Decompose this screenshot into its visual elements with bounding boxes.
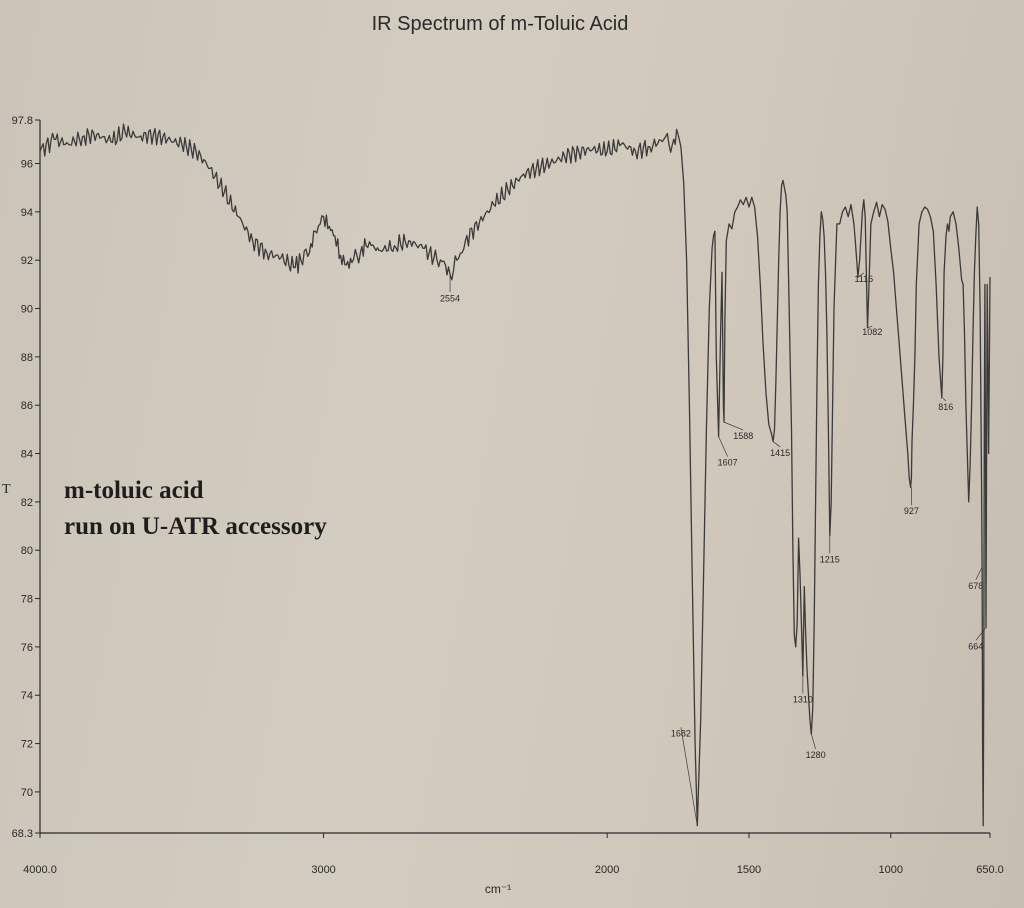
y-tick-label: 80 xyxy=(21,545,33,557)
y-tick-label: 72 xyxy=(21,739,33,751)
annotation-line-1: m-toluic acid xyxy=(64,477,204,504)
peak-leader-line xyxy=(680,727,698,826)
peak-label: 1280 xyxy=(806,750,826,760)
peak-leader-line xyxy=(975,566,983,581)
peak-label: 1116 xyxy=(854,274,873,284)
x-tick-label: 1000 xyxy=(879,864,903,876)
peak-labels: 2554 1682 1607 1588 1415 1310 1280 1215 1116 1082… xyxy=(440,272,987,826)
x-tick-label: 4000.0 xyxy=(23,864,57,876)
y-tick-label: 82 xyxy=(21,497,33,509)
x-ticks: 4000.0 3000 2000 1500 1000 650.0 xyxy=(23,833,1004,876)
peak-label: 678 xyxy=(968,581,983,591)
y-tick-label: 76 xyxy=(21,642,33,654)
y-tick-label: 88 xyxy=(21,352,33,364)
y-tick-label: 96 xyxy=(21,159,33,171)
y-tick-label: 68.3 xyxy=(12,828,33,840)
peak-label: 1607 xyxy=(718,458,738,468)
peak-label: 816 xyxy=(938,402,953,412)
axes xyxy=(39,120,990,834)
spectrum-line xyxy=(39,123,991,827)
peak-label: 1310 xyxy=(793,694,813,704)
y-tick-label: 94 xyxy=(21,207,33,219)
peak-leader-line xyxy=(857,272,865,278)
x-tick-label: 3000 xyxy=(311,864,335,876)
y-ticks: 97.8 96 94 92 90 88 86 84 82 80 78 76 74 72 70 68.3 xyxy=(12,115,40,840)
y-tick-label: 74 xyxy=(21,690,33,702)
y-tick-label: 97.8 xyxy=(12,115,33,127)
x-tick-label: 2000 xyxy=(595,864,619,876)
peak-leader-line xyxy=(942,397,947,402)
peak-leader-line xyxy=(867,325,873,329)
y-tick-label: 70 xyxy=(21,787,33,799)
y-tick-label: 84 xyxy=(21,449,33,461)
peak-label: 2554 xyxy=(440,293,460,303)
x-tick-label: 1500 xyxy=(737,864,761,876)
peak-label: 1682 xyxy=(671,728,691,738)
peak-leader-line xyxy=(811,733,816,750)
y-tick-label: 92 xyxy=(21,255,33,267)
peak-leader-line xyxy=(723,421,744,431)
peak-label: 927 xyxy=(904,506,919,516)
peak-label: 1215 xyxy=(820,554,840,564)
peak-leader-line xyxy=(975,627,987,641)
y-tick-label: 86 xyxy=(21,400,33,412)
annotation-line-2: run on U-ATR accessory xyxy=(64,513,327,540)
peak-label: 1415 xyxy=(770,448,790,458)
peak-label: 1082 xyxy=(862,327,882,337)
peak-label: 664 xyxy=(968,641,983,651)
side-label: T xyxy=(2,482,11,497)
y-tick-label: 78 xyxy=(21,594,33,606)
x-tick-label: 650.0 xyxy=(976,864,1004,876)
y-tick-label: 90 xyxy=(21,304,33,316)
peak-leader-line xyxy=(718,436,729,457)
x-axis-label: cm⁻¹ xyxy=(485,882,511,896)
peak-leader-line xyxy=(772,441,781,448)
chart-title: IR Spectrum of m-Toluic Acid xyxy=(372,13,629,35)
peak-label: 1588 xyxy=(733,431,753,441)
